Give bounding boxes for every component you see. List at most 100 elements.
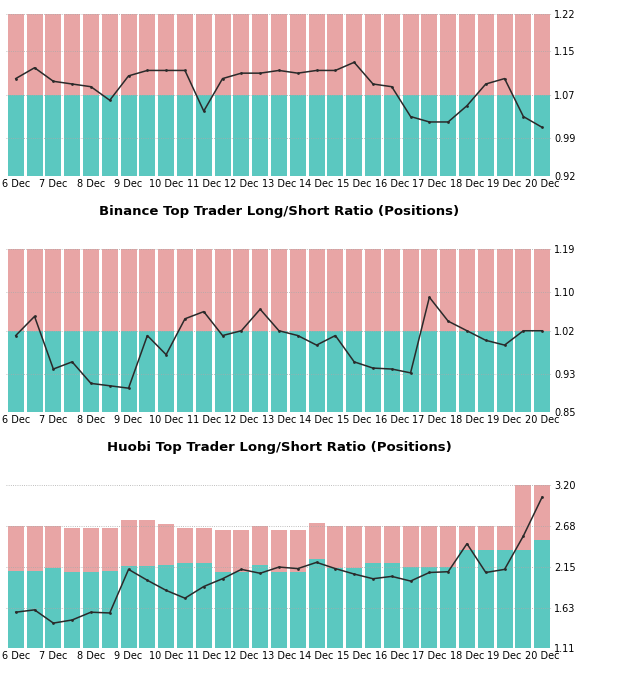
Bar — [271, 249, 287, 412]
Bar — [64, 572, 80, 648]
Bar — [459, 550, 475, 648]
Bar — [290, 249, 306, 412]
Bar — [459, 331, 475, 412]
Bar — [27, 571, 42, 648]
Bar — [403, 331, 418, 412]
Bar — [46, 568, 61, 648]
Bar — [214, 249, 231, 412]
Bar — [83, 249, 99, 412]
Bar — [309, 522, 325, 648]
Bar — [309, 331, 325, 412]
Bar — [8, 95, 23, 176]
Bar — [309, 95, 325, 176]
Bar — [440, 526, 456, 648]
Bar — [534, 331, 550, 412]
Bar — [158, 249, 174, 412]
Bar — [534, 540, 550, 648]
Bar — [83, 572, 99, 648]
Bar — [290, 14, 306, 176]
Bar — [214, 95, 231, 176]
Bar — [27, 249, 42, 412]
Bar — [46, 14, 61, 176]
Bar — [214, 531, 231, 648]
Bar — [120, 14, 136, 176]
Bar — [196, 249, 212, 412]
Bar — [83, 331, 99, 412]
Bar — [8, 14, 23, 176]
Bar — [83, 14, 99, 176]
Bar — [365, 526, 381, 648]
Bar — [346, 14, 362, 176]
Bar — [46, 95, 61, 176]
Bar — [327, 249, 344, 412]
Bar — [139, 14, 155, 176]
Bar — [252, 526, 268, 648]
Bar — [365, 95, 381, 176]
Bar — [478, 14, 494, 176]
Bar — [422, 249, 437, 412]
Bar — [139, 566, 155, 648]
Bar — [83, 95, 99, 176]
Bar — [196, 563, 212, 648]
Bar — [496, 249, 512, 412]
Bar — [384, 563, 400, 648]
Bar — [290, 572, 306, 648]
Bar — [233, 331, 249, 412]
Bar — [27, 14, 42, 176]
Bar — [478, 95, 494, 176]
Bar — [252, 249, 268, 412]
Bar — [8, 571, 23, 648]
Bar — [271, 531, 287, 648]
Bar — [158, 524, 174, 648]
Bar — [120, 566, 136, 648]
Bar — [8, 331, 23, 412]
Bar — [64, 95, 80, 176]
Bar — [177, 14, 193, 176]
Bar — [64, 528, 80, 648]
Bar — [64, 14, 80, 176]
Bar — [101, 14, 118, 176]
Bar — [403, 95, 418, 176]
Bar — [120, 520, 136, 648]
Bar — [177, 528, 193, 648]
Bar — [290, 95, 306, 176]
Bar — [496, 331, 512, 412]
Bar — [440, 95, 456, 176]
Bar — [233, 531, 249, 648]
Bar — [233, 14, 249, 176]
Bar — [515, 331, 531, 412]
Bar — [158, 95, 174, 176]
Bar — [327, 526, 344, 648]
Bar — [534, 95, 550, 176]
Bar — [309, 14, 325, 176]
Bar — [515, 249, 531, 412]
Bar — [196, 528, 212, 648]
Bar — [346, 95, 362, 176]
Bar — [158, 565, 174, 648]
Bar — [327, 568, 344, 648]
Bar — [478, 249, 494, 412]
Bar — [365, 563, 381, 648]
Bar — [459, 14, 475, 176]
Bar — [46, 526, 61, 648]
Bar — [346, 331, 362, 412]
Bar — [196, 331, 212, 412]
Bar — [196, 95, 212, 176]
Bar — [101, 95, 118, 176]
Bar — [534, 14, 550, 176]
Bar — [271, 331, 287, 412]
Bar — [384, 249, 400, 412]
Bar — [8, 249, 23, 412]
Bar — [459, 249, 475, 412]
Bar — [309, 249, 325, 412]
Bar — [365, 249, 381, 412]
Bar — [515, 550, 531, 648]
Bar — [120, 331, 136, 412]
Bar — [365, 331, 381, 412]
Bar — [403, 526, 418, 648]
Bar — [139, 520, 155, 648]
Bar — [422, 95, 437, 176]
Bar — [422, 567, 437, 648]
Bar — [83, 528, 99, 648]
Bar — [120, 249, 136, 412]
